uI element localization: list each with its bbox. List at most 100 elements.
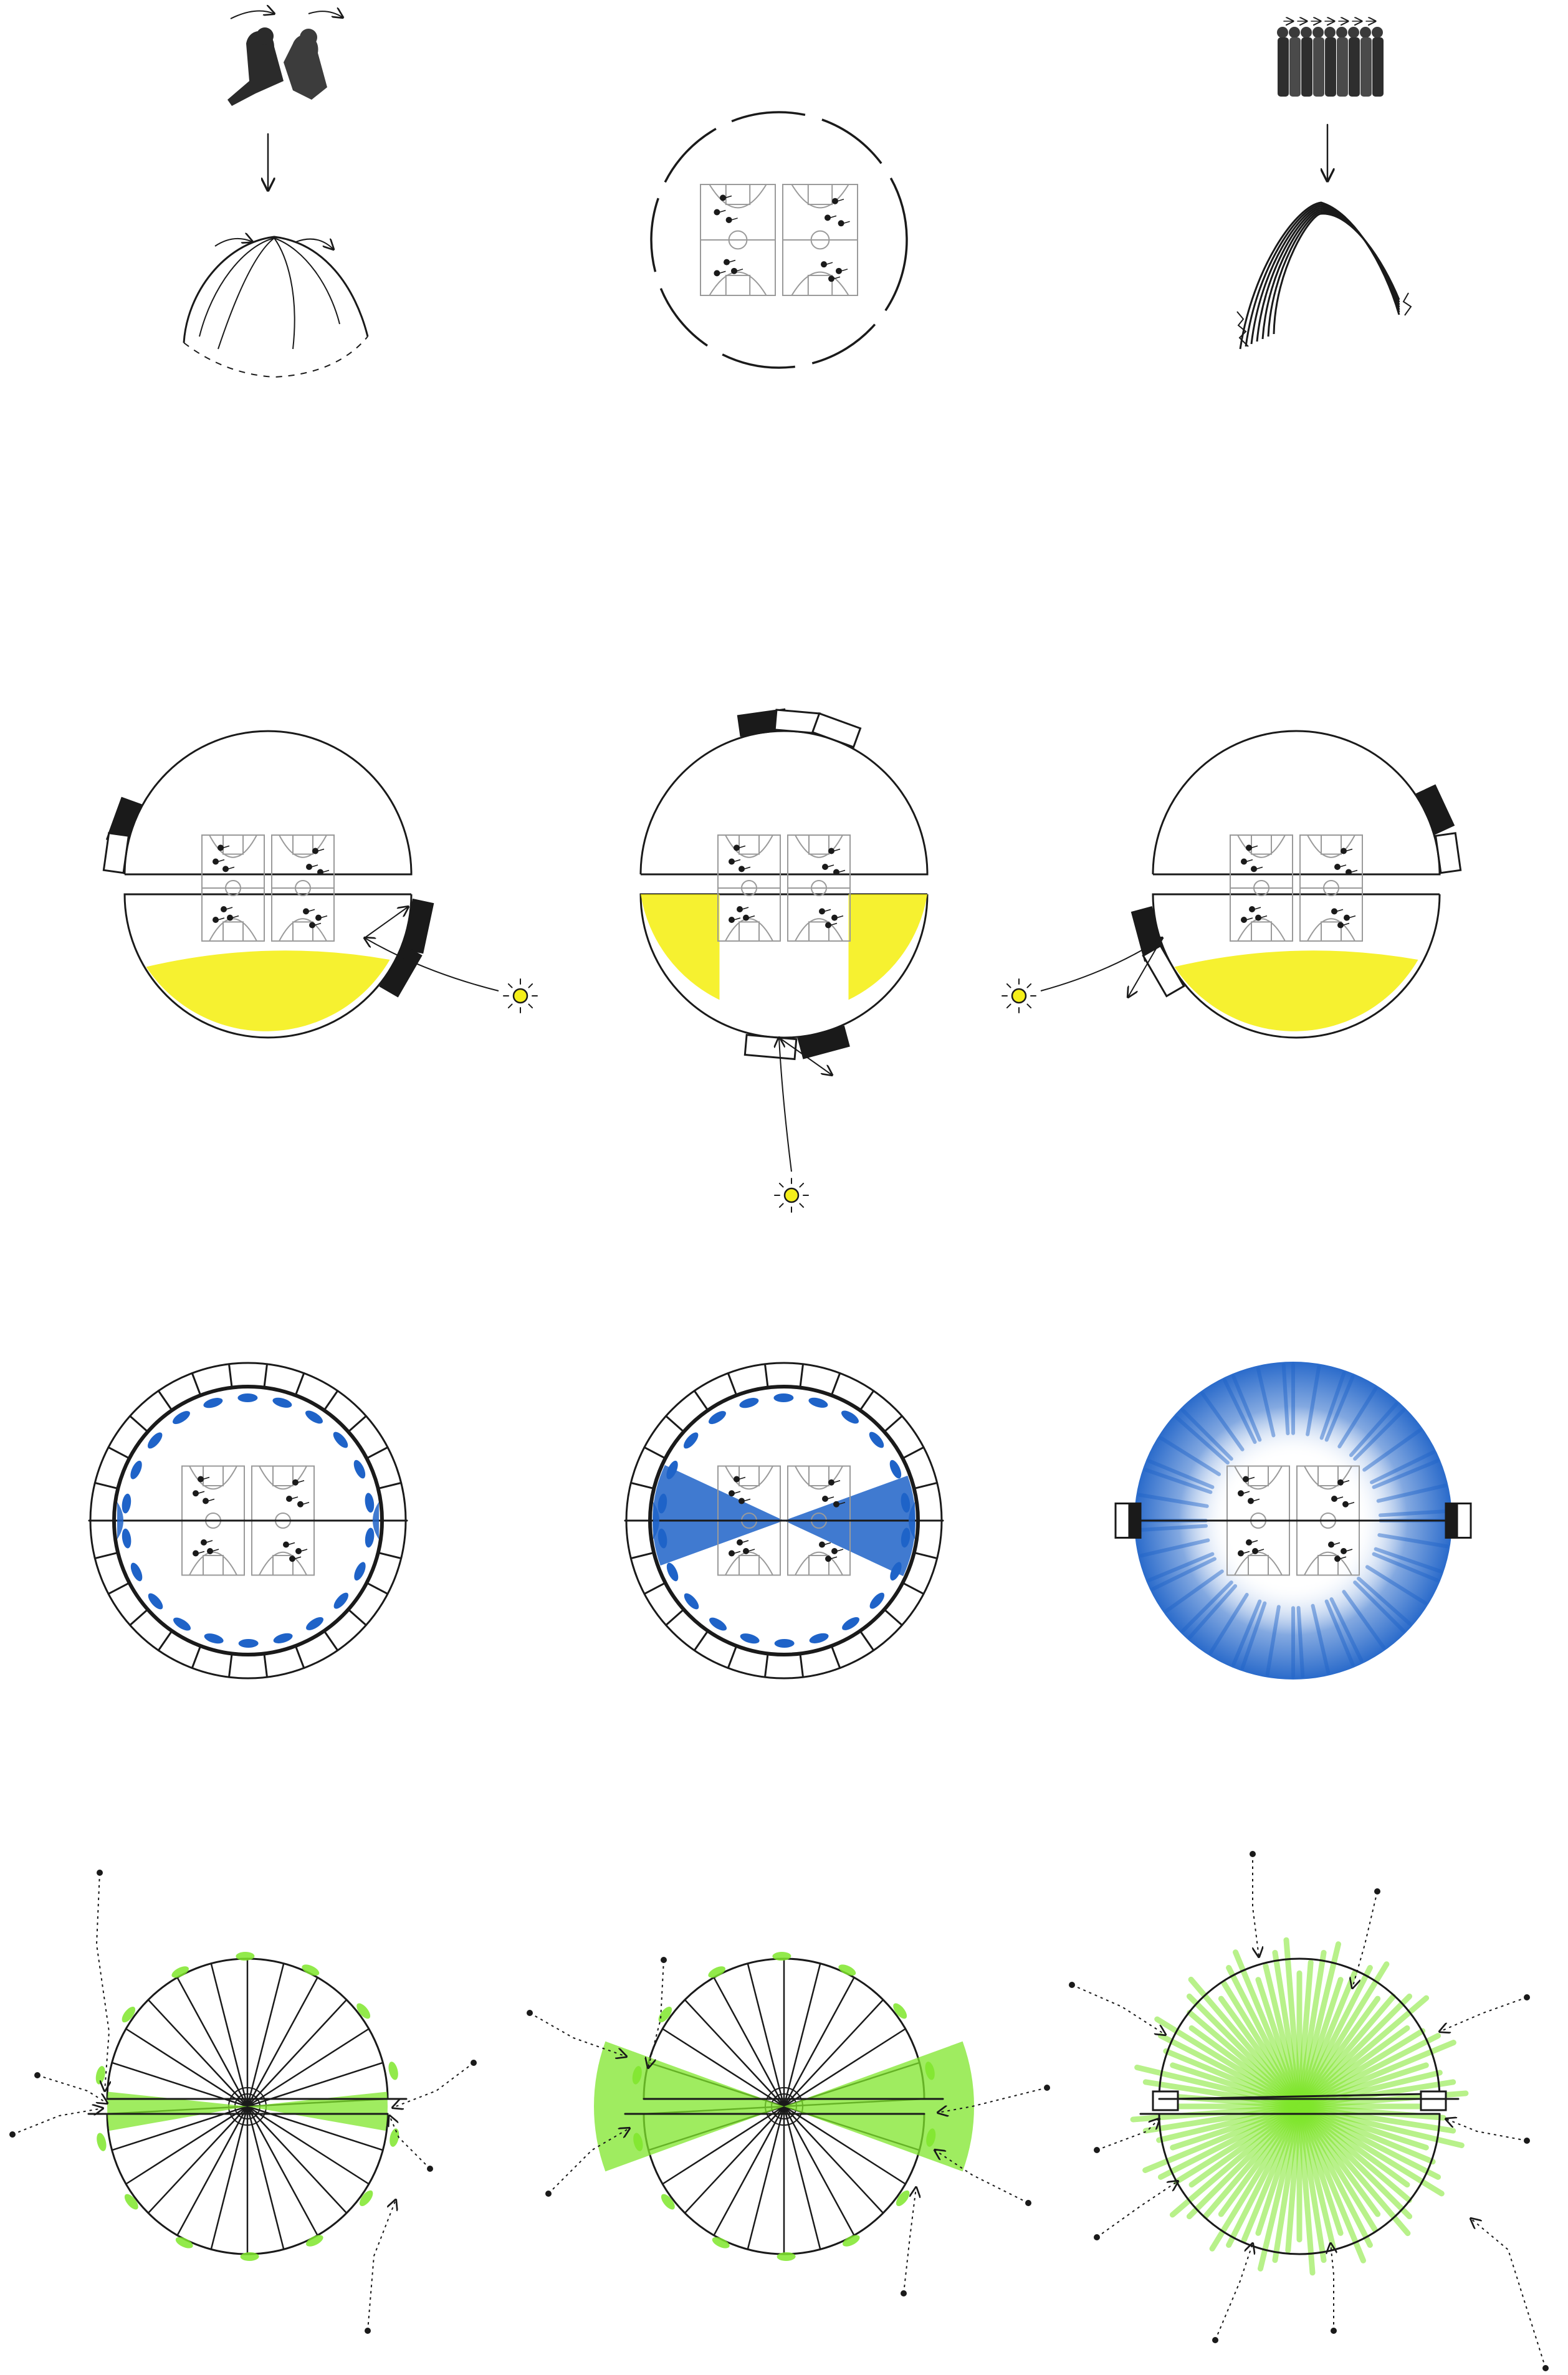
player-dot [832,198,838,204]
acoustic-perimeter-panels [88,1362,408,1680]
player-direction [226,907,233,910]
absorber-mark [809,1633,829,1643]
panel-divider [859,1631,875,1651]
panel-divider [831,1646,841,1670]
crowd-person-head [1372,27,1383,38]
player-direction [833,276,841,280]
absorber-blob-right [909,1502,915,1539]
visitor-path [37,2075,107,2103]
sun-from-south [639,708,929,1213]
panel-divider [665,1415,684,1432]
court-three-point-top [791,184,849,209]
acoustic-streak [1200,1392,1245,1451]
player-dot [833,869,839,876]
greenery-mark [843,2235,860,2247]
panel-divider [323,1631,339,1651]
player-dot [297,1501,304,1508]
player-dot [1344,914,1350,921]
player-dot [1252,1548,1258,1554]
arch-base-scribble-left [1236,311,1249,347]
court-center-circle [810,230,830,250]
radial-spoke [684,1999,785,2108]
radial-spoke [783,1962,821,2108]
player-dot [1238,1550,1244,1557]
acoustic-streak [1223,1379,1257,1444]
acoustic-streak [1137,1493,1209,1508]
greenery-mark [838,1964,856,1976]
sunlight-patch-left [641,894,720,1000]
player-direction [734,1551,741,1554]
player-dot [1334,1555,1341,1562]
absorber-blob-right [373,1502,379,1539]
player-direction [1349,915,1356,919]
visitor-path [1071,1984,1165,2035]
court-key-bottom [808,921,829,942]
crowd-person-head [1289,27,1300,38]
acoustic-streak [1362,1428,1422,1472]
panel-rect [1456,1503,1472,1539]
sun-ray-arrow [365,938,499,992]
acoustic-streak [1151,1557,1217,1591]
absorber-mark [130,1562,143,1582]
greenery-mark [712,2237,730,2248]
acoustic-streak [1349,1402,1398,1457]
acoustic-streak [1324,1599,1355,1666]
radial-spoke [783,2105,907,2185]
row-sunlight [102,708,1462,1213]
visitor-dot [1025,2200,1031,2206]
sun-from-west [1002,730,1462,1039]
sun-disc [783,1187,800,1203]
absorber-mark [333,1592,349,1609]
player-dot [201,1539,207,1546]
absorber-mark [684,1593,699,1610]
court-key-top [1251,834,1272,855]
absorber-mark [841,1410,859,1424]
panel-divider [107,1446,130,1459]
sun-ray [778,1182,784,1188]
absorber-mark [683,1432,699,1449]
panel-rect [1114,1503,1131,1539]
crowd-person-head [1277,27,1288,38]
player-direction [838,1502,846,1505]
arch-base-scribble-right [1402,292,1412,316]
reflected-ray-arrow [364,907,408,939]
wall-panel [1415,784,1455,835]
crowd-person-body [1337,37,1348,97]
panel-divider [884,1415,903,1432]
player-dot [819,908,825,915]
court-key-bottom [1317,1555,1339,1576]
player-direction [1260,915,1268,919]
greenery-mark [896,2190,910,2207]
player-dot [737,906,743,912]
player-direction [719,209,726,213]
panel-divider [107,1582,130,1595]
court-three-point-bottom [795,1551,843,1575]
court-three-point-bottom [709,271,767,296]
sun-icon [1002,978,1036,1013]
player-dot [221,906,227,912]
panel-divider [914,1552,939,1560]
crowd-person-head [1336,27,1347,38]
absorber-mark [204,1633,224,1644]
player-direction [833,1480,841,1483]
player-dot [1331,908,1337,915]
player-dot [743,914,749,921]
player-dot [734,1476,740,1483]
player-direction [288,1542,295,1546]
greenery-mark [306,2235,323,2247]
player-direction [830,922,838,926]
sun-ray-arrow [779,1038,792,1172]
player-direction [222,845,230,849]
radial-spoke [783,2105,855,2237]
player-dot [1241,917,1247,923]
absorber-mark [273,1633,293,1643]
player-dot [1255,914,1261,921]
radial-spoke [125,2028,249,2108]
greenery-mark [708,1966,725,1978]
player-dot [731,267,737,274]
player-direction [227,866,235,870]
absorber-mark [739,1398,759,1408]
visitor-dot [1069,1982,1075,1988]
greenery-mark [97,2133,107,2151]
player-direction [198,1551,205,1554]
